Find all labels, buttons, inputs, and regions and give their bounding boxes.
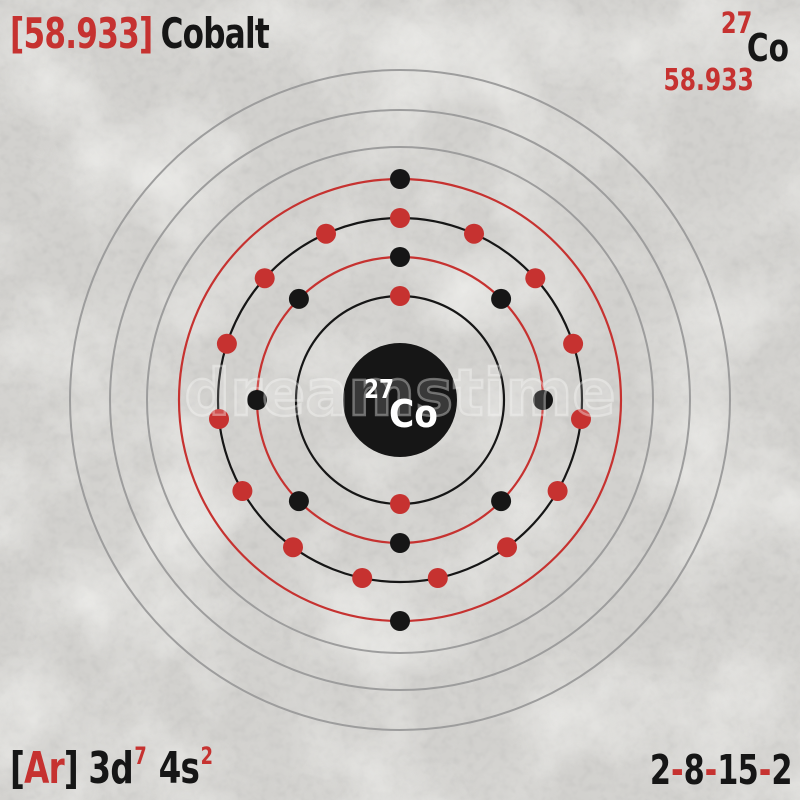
electron-dot [352, 568, 373, 588]
electron-dot [390, 247, 410, 267]
config-orbital-1: 3d [88, 743, 133, 794]
config-orbital-1-superscript: 7 [134, 742, 147, 770]
atomic-mass: 58.933 [663, 63, 754, 98]
shell-count: 2 [650, 746, 671, 794]
electron-dot [533, 390, 553, 410]
shell-count: 8 [683, 746, 705, 794]
electron-dot [232, 481, 253, 501]
electron-dot [390, 494, 410, 514]
electron-dot [547, 481, 568, 501]
config-orbital-2-superscript: 2 [200, 742, 213, 770]
config-close-bracket: ] [63, 743, 79, 794]
electron-dot [216, 333, 237, 354]
electron-dot [491, 491, 512, 512]
title-element-name: Cobalt [160, 9, 270, 58]
electron-dot [254, 268, 275, 289]
electron-dot [497, 537, 517, 558]
shell-count: 15 [717, 746, 759, 794]
config-orbital-2: 4s [158, 743, 200, 794]
config-core: Ar [24, 743, 65, 794]
nucleus-symbol: Co [389, 392, 438, 436]
electron-dot [390, 533, 410, 553]
electron-dot [571, 409, 591, 429]
electron-dot [390, 169, 410, 189]
electron-configuration: [Ar] 3d7 4s2 [10, 743, 214, 794]
electron-dot [283, 537, 303, 558]
electron-dot [525, 268, 546, 289]
shell-count: 2 [771, 746, 793, 794]
electron-dot [288, 288, 309, 309]
electron-dot [563, 333, 584, 354]
electron-dot [491, 288, 512, 309]
electron-dot [390, 286, 410, 306]
electron-dot [209, 409, 229, 429]
electron-dot [316, 223, 336, 244]
electron-dot [390, 611, 410, 631]
electron-dot [288, 491, 309, 512]
shell-dash: - [759, 746, 772, 794]
electron-dot [427, 568, 448, 588]
electron-dot [247, 390, 267, 410]
electron-dot [390, 208, 410, 228]
shell-dash: - [704, 746, 718, 794]
title-atomic-mass: [58.933] [10, 9, 153, 58]
title: [58.933] Cobalt [10, 9, 270, 58]
electron-dot [464, 223, 484, 244]
shell-notation: 2-8-15-2 [650, 746, 793, 794]
shell-dash: - [671, 746, 684, 794]
config-open-bracket: [ [10, 743, 25, 794]
